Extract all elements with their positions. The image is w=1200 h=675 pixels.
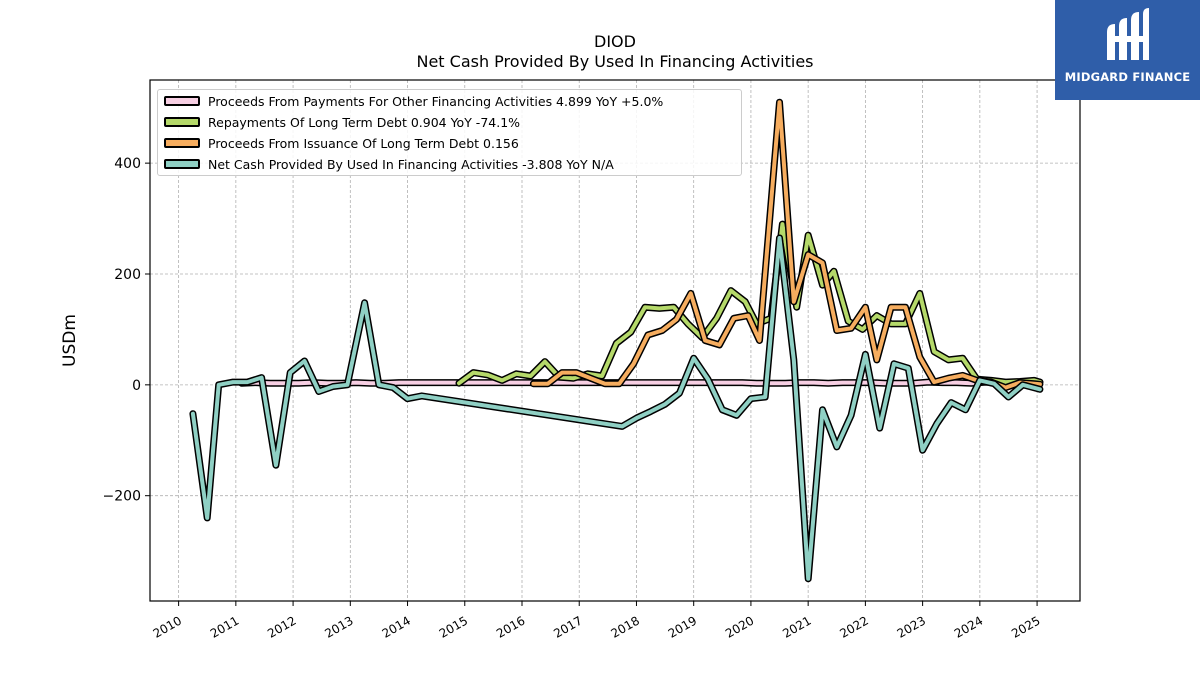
x-tick-label: 2012 (265, 613, 298, 640)
legend-label-repayments: Repayments Of Long Term Debt 0.904 YoY -… (208, 114, 521, 130)
x-tick-label: 2019 (666, 613, 699, 640)
plot-frame (149, 79, 1081, 602)
y-tick-label: 400 (114, 156, 141, 172)
legend-label-other-financing: Proceeds From Payments For Other Financi… (208, 93, 664, 109)
legend-label-issuance: Proceeds From Issuance Of Long Term Debt… (208, 135, 519, 151)
y-axis-label: USDm (60, 314, 80, 367)
legend-item-repayments: Repayments Of Long Term Debt 0.904 YoY -… (164, 111, 520, 133)
x-tick-label: 2017 (551, 613, 584, 640)
legend-swatch-issuance (164, 138, 200, 148)
x-tick-label: 2018 (609, 613, 642, 640)
legend-item-issuance: Proceeds From Issuance Of Long Term Debt… (164, 132, 519, 154)
chart-title-ticker: DIOD (594, 32, 636, 51)
x-tick-label: 2020 (723, 613, 756, 640)
x-tick-label: 2016 (494, 613, 527, 640)
x-tick-label: 2015 (437, 613, 470, 640)
brand-name: MIDGARD FINANCE (1064, 70, 1191, 84)
logo-mark-icon (1107, 8, 1149, 60)
y-tick-label: 0 (132, 378, 141, 394)
chart-title-subtitle: Net Cash Provided By Used In Financing A… (416, 52, 814, 71)
x-tick-label: 2025 (1009, 613, 1042, 640)
x-tick-label: 2023 (895, 613, 928, 640)
series-line-2 (531, 100, 1042, 390)
legend-item-other-financing: Proceeds From Payments For Other Financi… (164, 90, 663, 112)
chart-legend: Proceeds From Payments For Other Financi… (157, 89, 742, 176)
series-line-0 (239, 380, 1042, 386)
y-tick-label: 200 (114, 267, 141, 283)
legend-swatch-net-cash (164, 159, 200, 169)
x-tick-label: 2010 (151, 613, 184, 640)
series-line-3 (190, 236, 1042, 581)
y-tick-label: −200 (103, 489, 141, 505)
x-tick-label: 2011 (208, 613, 241, 640)
x-tick-label: 2013 (322, 613, 355, 640)
x-tick-label: 2022 (837, 613, 870, 640)
legend-label-net-cash: Net Cash Provided By Used In Financing A… (208, 156, 614, 172)
legend-swatch-other-financing (164, 96, 200, 106)
brand-logo: MIDGARD FINANCE (1055, 0, 1200, 100)
legend-item-net-cash: Net Cash Provided By Used In Financing A… (164, 153, 614, 175)
legend-swatch-repayments (164, 117, 200, 127)
series-outline-3 (189, 234, 1044, 583)
x-tick-label: 2024 (952, 613, 985, 640)
x-tick-label: 2021 (780, 613, 813, 640)
x-tick-label: 2014 (380, 613, 413, 640)
